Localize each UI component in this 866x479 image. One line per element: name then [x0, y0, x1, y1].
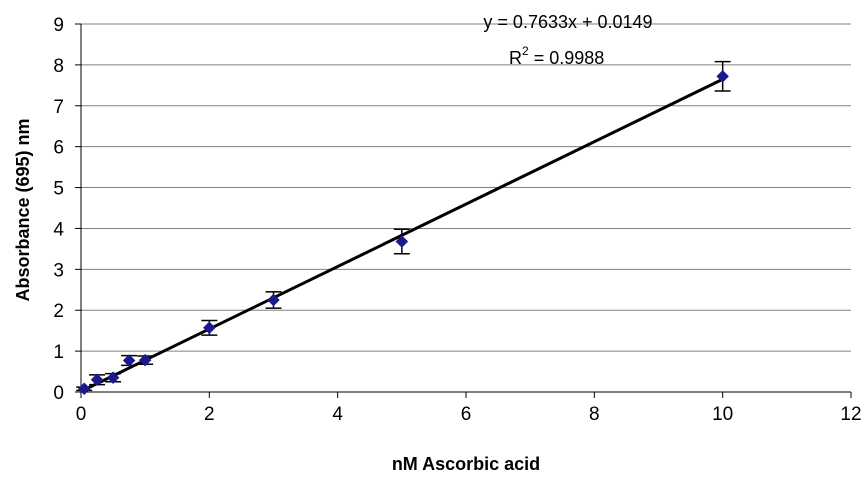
y-tick-label: 5: [53, 179, 64, 200]
x-tick-label: 10: [712, 404, 733, 425]
y-tick-label: 0: [53, 383, 64, 404]
x-tick-labels: 0 2 4 6 8 10 12: [76, 404, 862, 425]
x-tick-label: 0: [76, 404, 87, 425]
gridlines: [81, 23, 851, 352]
data-point-8: [716, 69, 730, 83]
data-point-6: [267, 293, 280, 307]
x-tick-label: 4: [332, 404, 343, 425]
data-point-0: [77, 382, 91, 396]
y-axis-title: Absorbance (695) nm: [13, 118, 33, 301]
y-tick-label: 2: [53, 301, 64, 322]
axes: [75, 23, 852, 398]
error-bars: [76, 60, 731, 392]
y-tick-label: 9: [53, 15, 64, 36]
data-point-1: [90, 373, 104, 387]
x-tick-label: 12: [840, 404, 861, 425]
data-points: [77, 69, 730, 396]
trendline-equation: y = 0.7633x + 0.0149: [483, 12, 652, 32]
data-point-5: [202, 321, 216, 335]
r-squared-symbol: R: [509, 48, 522, 68]
y-tick-label: 6: [53, 138, 64, 159]
data-point-3: [122, 354, 136, 367]
r-squared-value: = 0.9988: [529, 48, 605, 68]
y-tick-label: 4: [53, 219, 64, 240]
data-point-4: [138, 353, 152, 367]
r-squared-superscript: 2: [522, 44, 529, 58]
y-tick-label: 1: [53, 342, 64, 363]
data-point-7: [395, 235, 409, 248]
x-tick-label: 6: [461, 404, 472, 425]
y-tick-label: 8: [53, 56, 64, 77]
r-squared-label: R2 = 0.9988: [509, 44, 604, 68]
x-tick-label: 8: [589, 404, 600, 425]
x-tick-label: 2: [204, 404, 215, 425]
y-tick-label: 3: [53, 260, 64, 281]
y-tick-label: 7: [53, 97, 64, 118]
data-point-2: [106, 371, 120, 385]
y-tick-labels: 0 1 2 3 4 5 6 7 8 9: [53, 15, 64, 404]
x-axis-title: nM Ascorbic acid: [392, 454, 540, 474]
